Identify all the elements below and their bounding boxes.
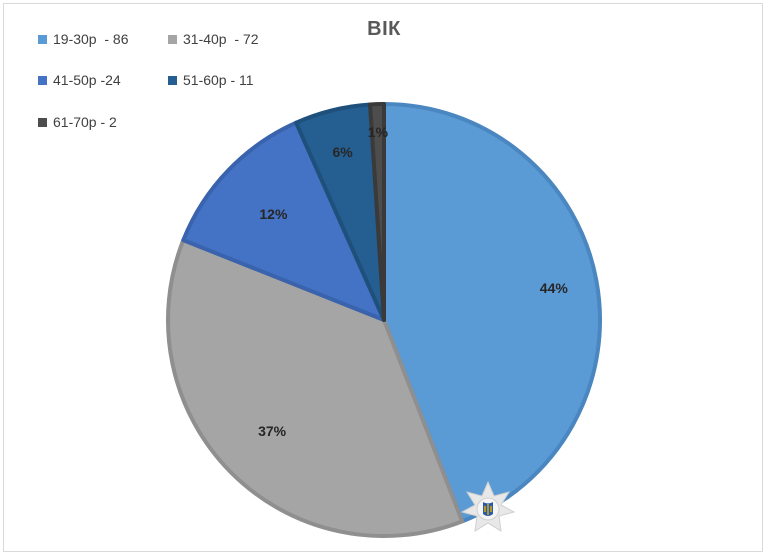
pie-slice [181,120,386,322]
legend-swatch [38,117,47,127]
legend-item-19-30: 19-30р - 86 [38,31,129,47]
slice-percent-label: 44% [540,280,569,296]
legend-item-51-60: 51-60р - 11 [168,72,254,88]
legend-label: 31-40р - 72 [183,31,259,47]
legend-swatch [168,75,177,85]
slice-percent-label: 12% [259,206,288,222]
slice-percent-label: 6% [332,144,353,160]
legend-swatch [38,75,47,85]
legend-swatch [168,34,177,44]
legend-label: 19-30р - 86 [53,31,129,47]
legend-item-31-40: 31-40р - 72 [168,31,259,47]
slice-percent-label: 1% [368,124,389,140]
pie-slice [368,102,386,322]
legend-item-41-50: 41-50р -24 [38,72,121,88]
legend-label: 41-50р -24 [53,72,121,88]
slice-percent-label: 37% [258,423,287,439]
pie-slice [166,238,465,538]
pie-slice [382,102,602,524]
legend-swatch [38,34,47,44]
legend-label: 61-70р - 2 [53,114,117,130]
chart-title: ВІК [367,18,401,40]
legend-item-61-70: 61-70р - 2 [38,114,117,130]
legend-label: 51-60р - 11 [183,72,254,88]
police-star-logo-icon [460,480,516,532]
